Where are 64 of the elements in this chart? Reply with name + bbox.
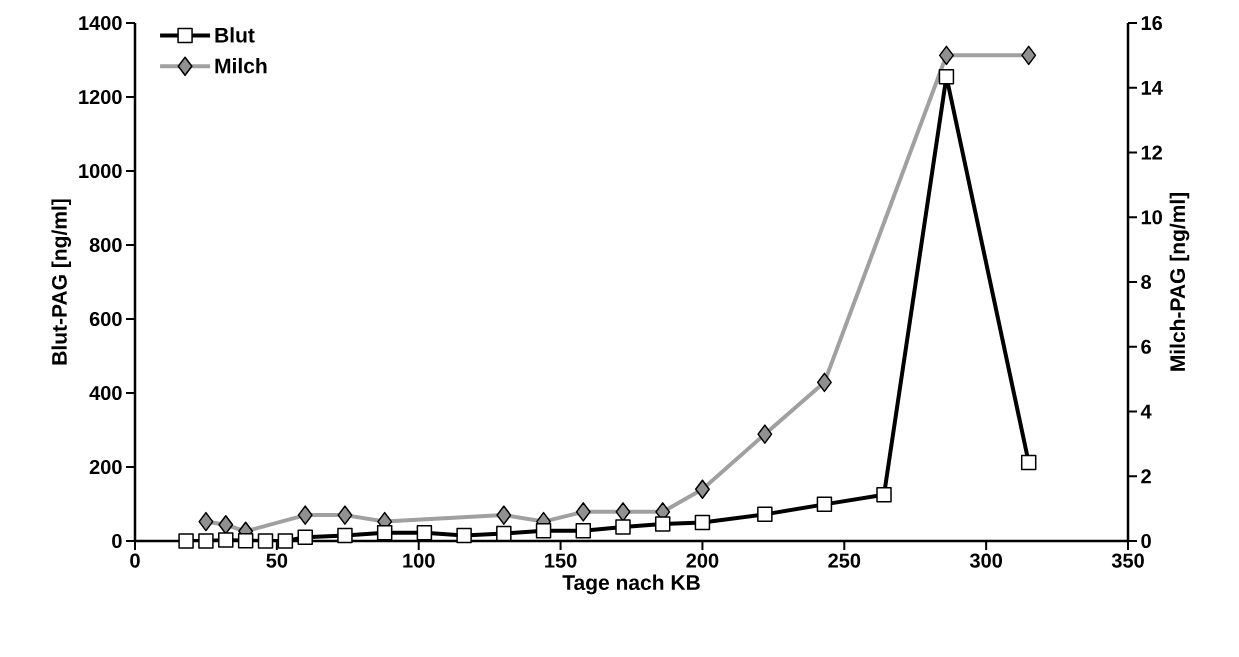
point [376,525,393,541]
point [694,479,710,499]
point [198,511,214,532]
point [938,68,955,85]
y2-axis-title: Milch-PAG [ng/ml] [1169,192,1190,371]
point [337,527,353,544]
legend-label: Blut [215,27,255,43]
y2-tick-label: 8 [1141,274,1152,290]
x-tick-label: 50 [266,553,288,568]
point [416,525,433,541]
x-tick-label: 350 [1111,553,1144,568]
point [654,516,671,532]
y2-tick-label: 6 [1141,339,1151,354]
y-tick-label: 800 [89,237,122,253]
x-tick-label: 150 [545,553,577,568]
x-tick-label: 100 [403,553,435,568]
point [178,533,194,549]
point [237,532,254,549]
x-tick-label: 200 [686,553,719,568]
point [337,505,353,525]
y-tick-label: 0 [112,533,122,549]
point [876,487,892,503]
y2-tick-label: 12 [1141,145,1162,160]
point [615,502,631,522]
point [297,505,313,525]
point [257,533,274,549]
point [456,527,472,544]
point [198,533,214,549]
point [938,45,954,66]
point [218,532,234,548]
point [1020,454,1037,471]
x-axis-title: Tage nach KB [562,574,700,595]
point [297,529,313,546]
y-tick-label: 600 [89,311,122,327]
point [615,519,631,535]
point [757,506,773,523]
y-tick-label: 200 [89,459,122,475]
y2-tick-label: 4 [1140,404,1152,419]
legend-label: Milch [215,57,267,74]
x-tick-label: 300 [969,553,1003,568]
point [575,522,592,539]
y2-tick-label: 0 [1141,533,1151,549]
y2-tick-label: 2 [1141,469,1151,484]
point [496,505,512,525]
point [277,533,294,549]
point [694,514,711,531]
y2-tick-label: 14 [1141,80,1163,95]
point [816,372,832,393]
x-tick-label: 0 [130,553,140,568]
y2-tick-label: 10 [1141,210,1162,225]
point [218,515,234,535]
point [1021,45,1037,66]
y-axis-title: Blut-PAG [ng/ml] [51,199,72,365]
y-tick-label: 1000 [79,163,122,179]
x-tick-label: 250 [828,553,861,568]
point [535,522,552,539]
y-tick-label: 1400 [79,15,122,31]
point [816,496,833,513]
point [496,525,512,542]
y2-tick-label: 16 [1141,15,1163,31]
y-tick-label: 400 [89,385,122,401]
y-tick-label: 1200 [79,89,122,105]
point [575,502,591,522]
point [757,424,773,444]
